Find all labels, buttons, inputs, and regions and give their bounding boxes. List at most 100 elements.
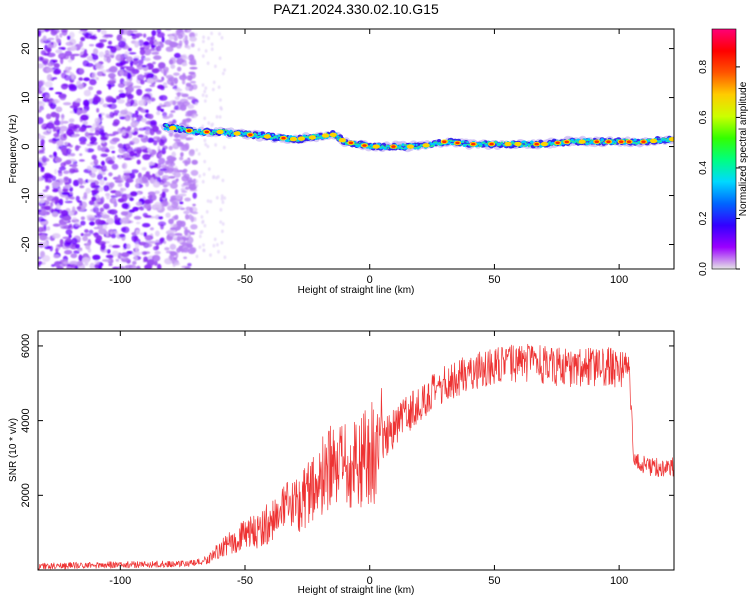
noise-speck <box>129 172 136 179</box>
ridge-cell <box>586 139 589 142</box>
spectrogram-x-tick-label: 50 <box>488 274 500 286</box>
noise-speck <box>56 140 64 146</box>
noise-speck <box>185 214 190 220</box>
noise-speck <box>170 81 175 86</box>
noise-speck <box>74 145 80 151</box>
noise-speck <box>90 189 100 193</box>
noise-speck <box>195 183 199 188</box>
noise-speck <box>137 134 144 138</box>
noise-speck <box>146 36 153 42</box>
snr-y-tick-label: 6000 <box>20 334 32 358</box>
ridge-peak <box>504 141 512 147</box>
noise-speck <box>109 145 115 150</box>
noise-speck <box>38 242 45 248</box>
ridge-cell <box>614 142 617 145</box>
ridge-cell <box>354 143 357 145</box>
noise-speck <box>141 64 147 68</box>
noise-speck <box>125 178 134 183</box>
noise-speck <box>133 215 142 220</box>
noise-speck <box>154 190 160 194</box>
noise-speck <box>207 167 211 171</box>
noise-speck <box>171 151 176 158</box>
noise-speck <box>168 113 174 118</box>
ridge-cell <box>278 135 280 137</box>
noise-speck <box>220 107 223 111</box>
ridge-cell <box>339 136 342 139</box>
spectrogram-x-tick-label: 0 <box>367 274 373 286</box>
colorbar-frame <box>711 28 737 270</box>
noise-speck <box>44 29 50 32</box>
noise-speck <box>220 197 224 201</box>
ridge-cell <box>482 141 486 144</box>
noise-speck <box>92 254 101 261</box>
noise-speck <box>176 141 184 147</box>
noise-speck <box>161 191 166 199</box>
ridge-cell <box>637 141 639 143</box>
noise-speck <box>172 119 177 124</box>
noise-speck <box>44 81 53 88</box>
noise-speck <box>141 118 147 123</box>
ridge-cell <box>165 125 168 128</box>
ridge-cell <box>318 136 321 139</box>
noise-speck <box>144 57 151 62</box>
noise-speck <box>39 57 44 61</box>
noise-speck <box>102 73 106 77</box>
noise-speck <box>182 237 190 241</box>
noise-speck <box>46 74 53 81</box>
noise-speck <box>89 44 95 47</box>
noise-speck <box>114 217 121 220</box>
noise-speck <box>151 51 160 55</box>
ridge-cell <box>511 141 514 144</box>
noise-speck <box>138 99 147 106</box>
ridge-peak <box>338 138 346 143</box>
noise-speck <box>190 169 199 176</box>
noise-speck <box>88 170 93 176</box>
ridge-cell <box>633 138 637 142</box>
noise-speck <box>101 160 105 166</box>
noise-speck <box>124 265 128 269</box>
ridge-cell <box>381 144 383 147</box>
ridge-cell <box>167 126 170 128</box>
noise-speck <box>169 232 175 237</box>
noise-speck <box>96 173 103 181</box>
noise-speck <box>202 172 206 177</box>
noise-speck <box>85 179 89 183</box>
noise-speck <box>210 42 214 47</box>
noise-speck <box>115 54 124 62</box>
noise-speck <box>143 41 150 46</box>
noise-speck <box>149 84 156 88</box>
noise-speck <box>88 229 94 235</box>
noise-speck <box>206 199 210 203</box>
noise-speck <box>151 173 156 178</box>
noise-speck <box>53 68 62 74</box>
noise-speck <box>135 201 142 207</box>
ridge-cell <box>588 142 590 144</box>
noise-speck <box>61 191 70 196</box>
noise-speck <box>63 170 70 174</box>
spectrogram-x-axis: -100 -50 0 50 100 <box>109 29 628 286</box>
noise-speck <box>54 168 58 175</box>
noise-speck <box>137 39 144 47</box>
noise-speck <box>195 102 198 106</box>
noise-speck <box>135 247 139 253</box>
noise-speck <box>126 86 134 93</box>
noise-speck <box>200 215 204 219</box>
noise-speck <box>97 201 104 205</box>
noise-speck <box>119 148 125 155</box>
noise-speck <box>185 118 192 122</box>
noise-speck <box>38 63 44 69</box>
noise-speck <box>58 171 63 177</box>
noise-speck <box>122 152 130 159</box>
noise-speck <box>222 145 226 150</box>
noise-speck <box>88 133 96 136</box>
noise-speck <box>70 45 77 51</box>
noise-speck <box>51 197 60 204</box>
noise-speck <box>109 139 118 145</box>
noise-speck <box>213 237 217 242</box>
noise-speck <box>127 47 132 52</box>
noise-speck <box>82 257 90 264</box>
noise-speck <box>207 121 211 125</box>
ridge-cell <box>613 142 615 145</box>
noise-speck <box>170 42 179 46</box>
noise-speck <box>38 262 41 267</box>
